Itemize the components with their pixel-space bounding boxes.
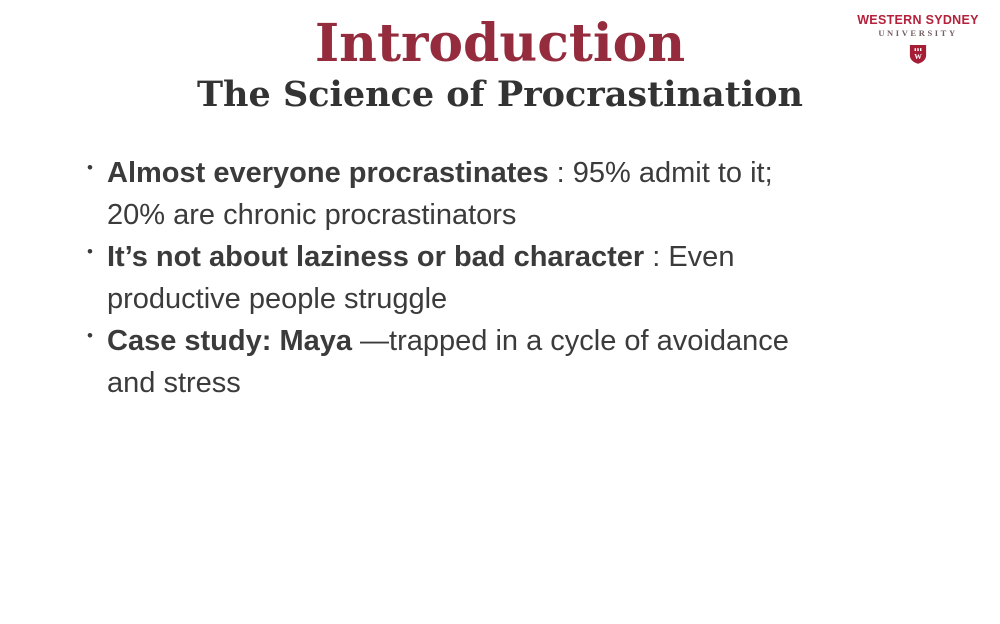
- bullet-dot-icon: •: [87, 157, 93, 177]
- bullet-bold-text: Almost everyone procrastinates: [107, 156, 549, 189]
- bullet-regular-text: —trapped in a cycle of avoidance: [352, 324, 789, 357]
- bullet-item: • It’s not about laziness or bad charact…: [0, 236, 1000, 320]
- bullet-line-1: Case study: Maya —trapped in a cycle of …: [107, 320, 940, 362]
- university-logo: WESTERN SYDNEY UNIVERSITY W: [848, 13, 988, 69]
- bullet-list: • Almost everyone procrastinates : 95% a…: [0, 152, 1000, 404]
- bullet-bold-text: Case study: Maya: [107, 324, 352, 357]
- bullet-line-1: Almost everyone procrastinates : 95% adm…: [107, 152, 940, 194]
- university-shield-icon: W: [848, 44, 988, 69]
- shield-letter: W: [914, 52, 922, 61]
- bullet-item: • Almost everyone procrastinates : 95% a…: [0, 152, 1000, 236]
- bullet-item: • Case study: Maya —trapped in a cycle o…: [0, 320, 1000, 404]
- bullet-regular-text: : 95% admit to it;: [548, 156, 773, 189]
- bullet-bold-text: It’s not about laziness or bad character: [107, 240, 645, 273]
- logo-name-text: WESTERN SYDNEY: [857, 13, 979, 27]
- bullet-line-2: productive people struggle: [107, 282, 448, 315]
- slide-title: Introduction: [314, 13, 686, 74]
- logo-university-text: UNIVERSITY: [878, 27, 958, 38]
- bullet-line-2: and stress: [107, 366, 241, 399]
- bullet-dot-icon: •: [87, 241, 93, 261]
- bullet-line-2: 20% are chronic procrastinators: [107, 198, 517, 231]
- bullet-dot-icon: •: [87, 325, 93, 345]
- bullet-line-1: It’s not about laziness or bad character…: [107, 236, 940, 278]
- bullet-regular-text: : Even: [644, 240, 735, 273]
- slide-subtitle: The Science of Procrastination: [197, 73, 803, 115]
